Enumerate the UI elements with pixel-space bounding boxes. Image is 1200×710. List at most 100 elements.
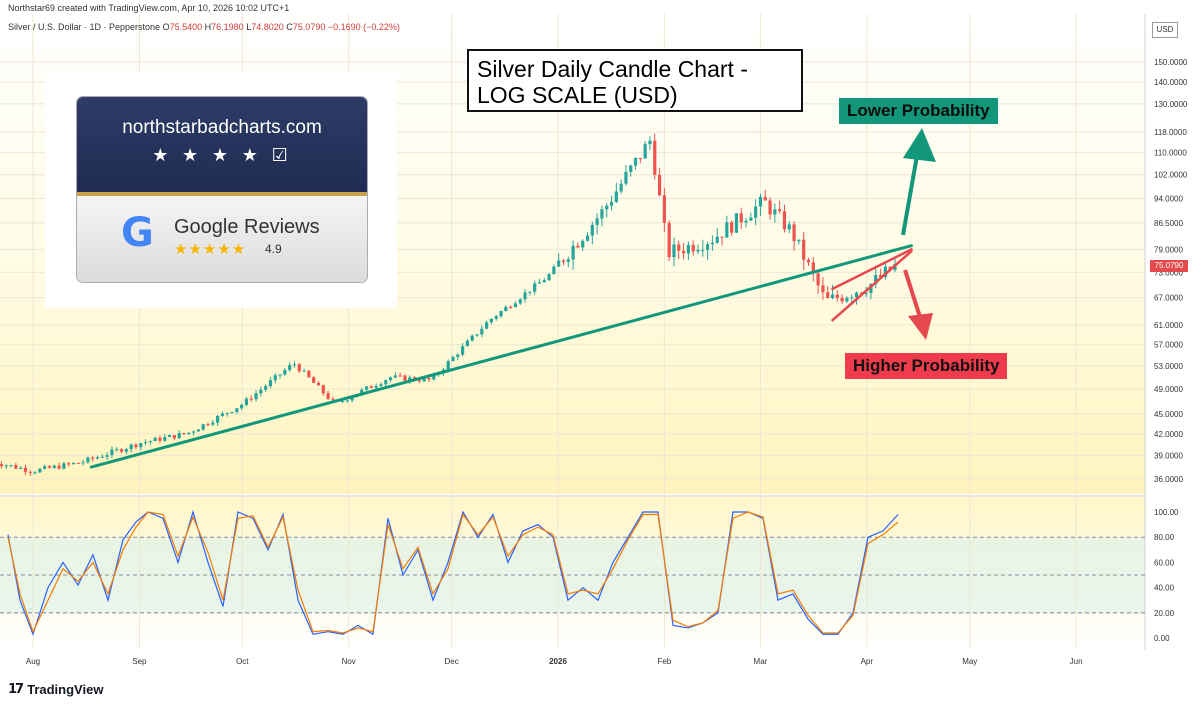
candle-body — [475, 334, 479, 336]
candle-body — [585, 235, 590, 241]
candle-body — [869, 284, 873, 293]
open-value: 75.5400 — [169, 22, 203, 32]
candle-body — [605, 205, 609, 210]
candle-body — [590, 224, 594, 236]
candle-body — [633, 157, 638, 166]
candle-body — [811, 262, 815, 274]
candle-body — [86, 457, 90, 463]
candle-body — [470, 335, 474, 341]
candle-body — [619, 183, 623, 192]
price-tick-label: 57.0000 — [1154, 341, 1183, 350]
time-axis[interactable]: Aug Sep Oct Nov Dec 2026 Feb Mar Apr May Jun — [26, 657, 1083, 666]
candle-body — [23, 467, 28, 472]
candle-body — [672, 244, 676, 258]
candle-body — [115, 449, 119, 451]
candle-body — [220, 413, 225, 416]
candle-body — [835, 294, 839, 298]
candle-body — [340, 400, 345, 402]
open-label: O — [162, 22, 170, 32]
candle-body — [749, 217, 753, 221]
time-tick-label: Jun — [1070, 657, 1083, 666]
symbol-legend[interactable]: Silver / U.S. Dollar · 1D · Pepperstone … — [8, 22, 400, 32]
candle-body — [307, 370, 311, 378]
candle-body — [845, 297, 849, 302]
price-tick-label: 39.0000 — [1154, 452, 1183, 461]
oscillator-axis[interactable]: 100.00 80.00 60.00 40.00 20.00 0.00 — [1154, 508, 1179, 643]
time-tick-label: Apr — [861, 657, 874, 666]
candle-body — [821, 285, 825, 293]
candle-body — [624, 171, 628, 184]
candle-body — [292, 364, 297, 366]
candle-body — [211, 422, 215, 425]
price-tick-label: 45.0000 — [1154, 410, 1183, 419]
candle-body — [259, 389, 263, 394]
badge-stars: ★ ★ ★ ★ ☑ — [152, 145, 292, 166]
trendline-support — [89, 244, 913, 469]
price-axis[interactable]: 150.0000 140.0000 130.0000 118.0000 110.0000… — [1154, 58, 1188, 484]
trendlines — [89, 244, 913, 469]
candle-body — [19, 467, 23, 469]
candle-body — [28, 471, 32, 473]
price-tick-label: 49.0000 — [1154, 385, 1183, 394]
candle-body — [167, 435, 172, 438]
candle-body — [648, 140, 652, 145]
candle-body — [864, 292, 868, 294]
candle-body — [216, 415, 220, 423]
candle-body — [163, 437, 167, 441]
candle-body — [614, 191, 618, 202]
tradingview-logo-icon: 17 — [8, 682, 24, 697]
badge-gold-band — [77, 192, 367, 196]
candle-body — [408, 377, 412, 381]
candle-body — [230, 412, 234, 414]
candle-body — [33, 472, 37, 474]
candle-body — [9, 465, 13, 467]
candle-body — [321, 385, 325, 394]
candle-body — [576, 245, 580, 248]
candle-body — [191, 431, 196, 433]
candle-body — [374, 386, 378, 388]
close-value: 75.0790 — [292, 22, 326, 32]
candle-body — [38, 468, 42, 473]
candle-body — [662, 195, 666, 223]
badge-site-name: northstarbadcharts.com — [122, 117, 322, 138]
candle-body — [379, 384, 383, 387]
last-price-tag: 75.0790 — [1150, 260, 1188, 272]
candle-body — [0, 464, 4, 467]
oscillator-tick-label: 100.00 — [1154, 508, 1179, 517]
candle-body — [547, 274, 551, 281]
candle-body — [643, 144, 647, 159]
candle-body — [105, 455, 109, 457]
price-tick-label: 53.0000 — [1154, 362, 1183, 371]
candle-body — [67, 463, 71, 465]
price-tick-label: 67.0000 — [1154, 293, 1183, 302]
price-tick-label: 79.0000 — [1154, 245, 1183, 254]
google-reviews-text: Google Reviews — [174, 216, 320, 238]
candle-body — [763, 196, 767, 201]
candle-body — [129, 444, 133, 450]
oscillator-levels — [0, 536, 1145, 614]
candle-body — [182, 433, 186, 435]
candle-body — [124, 449, 128, 452]
symbol-name[interactable]: Silver / U.S. Dollar · 1D · Pepperstone — [8, 22, 161, 32]
candle-body — [119, 449, 124, 452]
candle-body — [283, 370, 287, 375]
candle-body — [667, 222, 671, 258]
down-arrow — [903, 269, 933, 340]
candle-body — [686, 244, 690, 254]
candle-body — [797, 239, 801, 242]
tradingview-logo[interactable]: 17 TradingView — [8, 682, 103, 697]
candle-body — [14, 465, 18, 469]
candle-body — [345, 400, 349, 402]
higher-probability-label: Higher Probability — [845, 353, 1008, 379]
tradingview-name: TradingView — [27, 682, 104, 697]
close-label: C — [286, 22, 293, 32]
candle-body — [148, 441, 152, 443]
candle-body — [465, 340, 470, 347]
time-tick-label: May — [962, 657, 977, 666]
oscillator-series-line — [7, 511, 899, 634]
candle-body — [177, 433, 181, 439]
trendline-wedge-lower — [831, 249, 913, 322]
candle-body — [81, 462, 85, 464]
candle-body — [806, 259, 811, 263]
currency-button[interactable]: USD — [1152, 22, 1178, 38]
